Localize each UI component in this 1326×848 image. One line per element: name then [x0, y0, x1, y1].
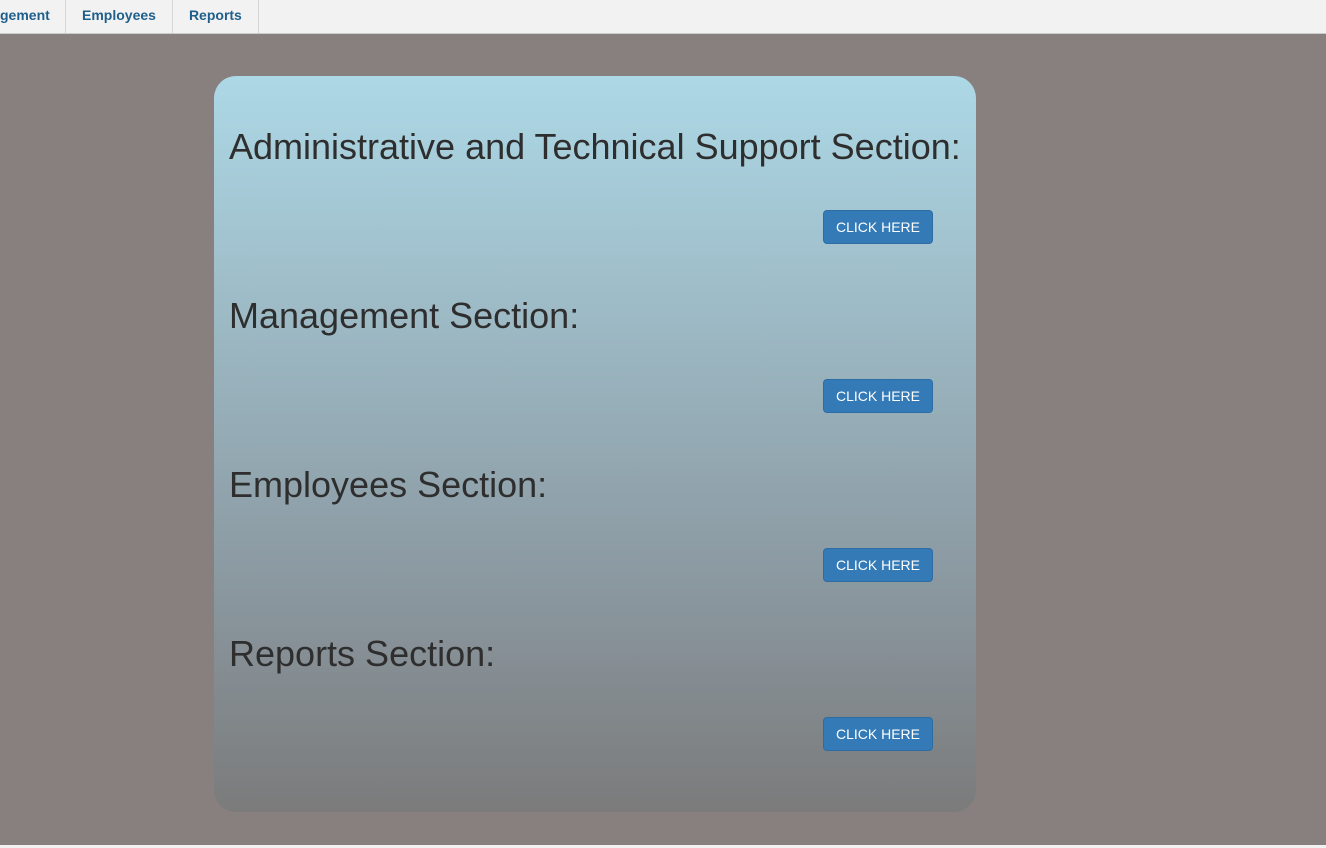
management-click-button[interactable]: CLICK HERE [823, 379, 933, 413]
sections-card: Administrative and Technical Support Sec… [214, 76, 976, 812]
section-title: Employees Section: [229, 464, 548, 505]
nav-item-management[interactable]: gement [0, 0, 66, 33]
reports-click-button[interactable]: CLICK HERE [823, 717, 933, 751]
section-title: Management Section: [229, 295, 580, 336]
top-nav: gement Employees Reports [0, 0, 1326, 34]
nav-item-employees[interactable]: Employees [66, 0, 173, 33]
section-title: Reports Section: [229, 633, 496, 674]
section-title: Administrative and Technical Support Sec… [229, 126, 961, 167]
bottom-strip [0, 845, 1326, 848]
admin-support-click-button[interactable]: CLICK HERE [823, 210, 933, 244]
employees-click-button[interactable]: CLICK HERE [823, 548, 933, 582]
nav-item-reports[interactable]: Reports [173, 0, 259, 33]
